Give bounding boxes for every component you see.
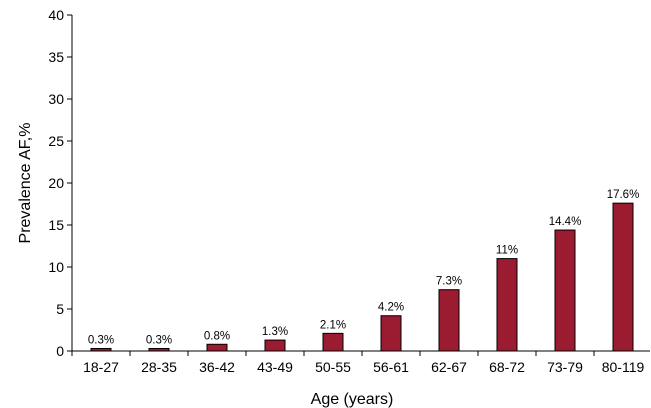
x-tick-label-28-35: 28-35 [141, 359, 177, 375]
data-label-50-55: 2.1% [320, 319, 346, 331]
y-tick-label: 0 [56, 343, 64, 359]
data-label-28-35: 0.3% [146, 334, 172, 346]
x-tick-label-68-72: 68-72 [489, 359, 525, 375]
bar-56-61 [380, 315, 402, 352]
y-tick-label: 35 [48, 49, 64, 65]
bar-73-79 [554, 229, 576, 352]
x-tick-label-36-42: 36-42 [199, 359, 235, 375]
data-label-18-27: 0.3% [88, 334, 114, 346]
y-ticks-group: 0 5 10 15 20 25 30 35 40 [48, 7, 72, 359]
data-label-56-61: 4.2% [378, 302, 404, 314]
x-tick-label-80-119: 80-119 [602, 359, 645, 375]
data-label-62-67: 7.3% [436, 276, 462, 288]
bar-68-72 [496, 258, 518, 352]
x-tick-label-73-79: 73-79 [547, 359, 583, 375]
bar-50-55 [322, 332, 344, 352]
x-tick-label-50-55: 50-55 [315, 359, 351, 375]
bar-43-49 [264, 339, 286, 352]
x-tick-label-43-49: 43-49 [257, 359, 293, 375]
bar-36-42 [206, 343, 228, 352]
bar-80-119 [612, 202, 634, 352]
y-tick-label: 25 [48, 133, 64, 149]
y-tick-label: 10 [48, 259, 64, 275]
x-tick-label-56-61: 56-61 [373, 359, 409, 375]
bar-62-67 [438, 289, 460, 352]
x-axis-title: Age (years) [311, 391, 394, 408]
data-label-43-49: 1.3% [262, 326, 288, 338]
y-tick-label: 30 [48, 91, 64, 107]
data-labels-group: 0.3% 0.3% 0.8% 1.3% 2.1% 4.2% 7.3% 11% 14.4% 17.6… [88, 189, 639, 346]
data-label-80-119: 17.6% [607, 189, 640, 201]
y-axis-title: Prevalence AF,% [17, 123, 34, 244]
data-label-36-42: 0.8% [204, 330, 230, 342]
x-ticks-group: 18-27 28-35 36-42 43-49 50-55 56-61 62-67 68-72… [71, 351, 645, 375]
y-tick-label: 5 [56, 301, 64, 317]
data-label-68-72: 11% [496, 245, 518, 257]
y-tick-label: 40 [48, 7, 64, 23]
y-tick-label: 15 [48, 217, 64, 233]
x-tick-label-18-27: 18-27 [83, 359, 119, 375]
data-label-73-79: 14.4% [549, 216, 582, 228]
x-tick-label-62-67: 62-67 [431, 359, 467, 375]
y-tick-label: 20 [48, 175, 64, 191]
